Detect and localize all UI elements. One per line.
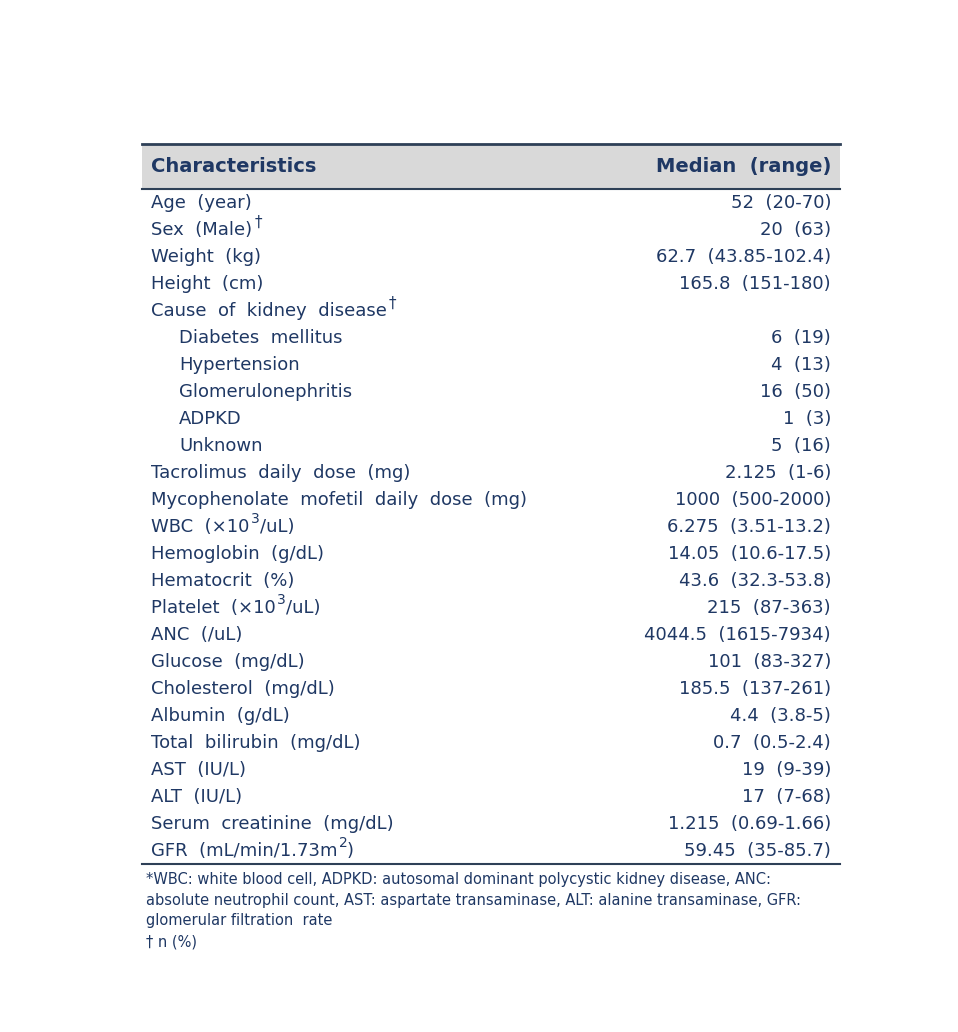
Text: glomerular filtration  rate: glomerular filtration rate (146, 913, 332, 929)
Text: †: † (254, 215, 262, 230)
Text: Serum  creatinine  (mg/dL): Serum creatinine (mg/dL) (151, 815, 394, 833)
Text: 4.4  (3.8-5): 4.4 (3.8-5) (730, 707, 831, 724)
Text: 0.7  (0.5-2.4): 0.7 (0.5-2.4) (714, 734, 831, 752)
Text: Hematocrit  (%): Hematocrit (%) (151, 572, 294, 589)
Text: 52  (20-70): 52 (20-70) (731, 194, 831, 212)
Text: Weight  (kg): Weight (kg) (151, 248, 261, 265)
Text: 6  (19): 6 (19) (771, 328, 831, 347)
Text: 62.7  (43.85-102.4): 62.7 (43.85-102.4) (656, 248, 831, 265)
Text: †: † (389, 296, 397, 311)
Text: ADPKD: ADPKD (179, 410, 242, 427)
Text: 1.215  (0.69-1.66): 1.215 (0.69-1.66) (668, 815, 831, 833)
Text: /uL): /uL) (260, 518, 294, 536)
Text: Diabetes  mellitus: Diabetes mellitus (179, 328, 343, 347)
Text: 1  (3): 1 (3) (783, 410, 831, 427)
Text: Height  (cm): Height (cm) (151, 275, 263, 292)
Text: Total  bilirubin  (mg/dL): Total bilirubin (mg/dL) (151, 734, 360, 752)
Text: Mycophenolate  mofetil  daily  dose  (mg): Mycophenolate mofetil daily dose (mg) (151, 490, 527, 509)
Text: Characteristics: Characteristics (151, 157, 316, 175)
Text: 59.45  (35-85.7): 59.45 (35-85.7) (684, 842, 831, 860)
Text: AST  (IU/L): AST (IU/L) (151, 761, 246, 779)
Text: absolute neutrophil count, AST: aspartate transaminase, ALT: alanine transaminas: absolute neutrophil count, AST: aspartat… (146, 893, 801, 908)
Text: Age  (year): Age (year) (151, 194, 252, 212)
Text: GFR  (mL/min/1.73m: GFR (mL/min/1.73m (151, 842, 337, 860)
Text: 165.8  (151-180): 165.8 (151-180) (679, 275, 831, 292)
Text: 14.05  (10.6-17.5): 14.05 (10.6-17.5) (668, 545, 831, 562)
Text: Cholesterol  (mg/dL): Cholesterol (mg/dL) (151, 680, 334, 698)
Text: Sex  (Male): Sex (Male) (151, 221, 252, 238)
Text: 5  (16): 5 (16) (771, 437, 831, 455)
Text: Albumin  (g/dL): Albumin (g/dL) (151, 707, 289, 724)
Text: WBC  (×10: WBC (×10 (151, 518, 249, 536)
Text: ALT  (IU/L): ALT (IU/L) (151, 787, 242, 806)
Text: Median  (range): Median (range) (655, 157, 831, 175)
Text: 16  (50): 16 (50) (760, 383, 831, 400)
Text: /uL): /uL) (286, 599, 321, 617)
Text: Unknown: Unknown (179, 437, 262, 455)
Text: Glomerulonephritis: Glomerulonephritis (179, 383, 353, 400)
Text: 43.6  (32.3-53.8): 43.6 (32.3-53.8) (678, 572, 831, 589)
Text: 185.5  (137-261): 185.5 (137-261) (679, 680, 831, 698)
Text: 2: 2 (339, 836, 348, 850)
Text: 4044.5  (1615-7934): 4044.5 (1615-7934) (645, 625, 831, 644)
Text: Cause  of  kidney  disease: Cause of kidney disease (151, 301, 387, 320)
Text: Hypertension: Hypertension (179, 356, 300, 374)
Text: 20  (63): 20 (63) (760, 221, 831, 238)
Text: 3: 3 (277, 593, 285, 607)
Text: 215  (87-363): 215 (87-363) (707, 599, 831, 617)
Text: Platelet  (×10: Platelet (×10 (151, 599, 276, 617)
Text: 2.125  (1-6): 2.125 (1-6) (724, 463, 831, 482)
Text: *WBC: white blood cell, ADPKD: autosomal dominant polycystic kidney disease, ANC: *WBC: white blood cell, ADPKD: autosomal… (146, 872, 771, 888)
Text: 4  (13): 4 (13) (771, 356, 831, 374)
Text: ANC  (/uL): ANC (/uL) (151, 625, 242, 644)
Text: † n (%): † n (%) (146, 934, 196, 949)
Text: Hemoglobin  (g/dL): Hemoglobin (g/dL) (151, 545, 324, 562)
Text: 19  (9-39): 19 (9-39) (741, 761, 831, 779)
Text: 1000  (500-2000): 1000 (500-2000) (674, 490, 831, 509)
Text: 6.275  (3.51-13.2): 6.275 (3.51-13.2) (667, 518, 831, 536)
Text: 3: 3 (251, 512, 260, 526)
Bar (142, 143, 840, 189)
Text: 101  (83-327): 101 (83-327) (708, 653, 831, 671)
Text: 17  (7-68): 17 (7-68) (741, 787, 831, 806)
Text: Glucose  (mg/dL): Glucose (mg/dL) (151, 653, 305, 671)
Text: ): ) (347, 842, 354, 860)
Text: Tacrolimus  daily  dose  (mg): Tacrolimus daily dose (mg) (151, 463, 410, 482)
